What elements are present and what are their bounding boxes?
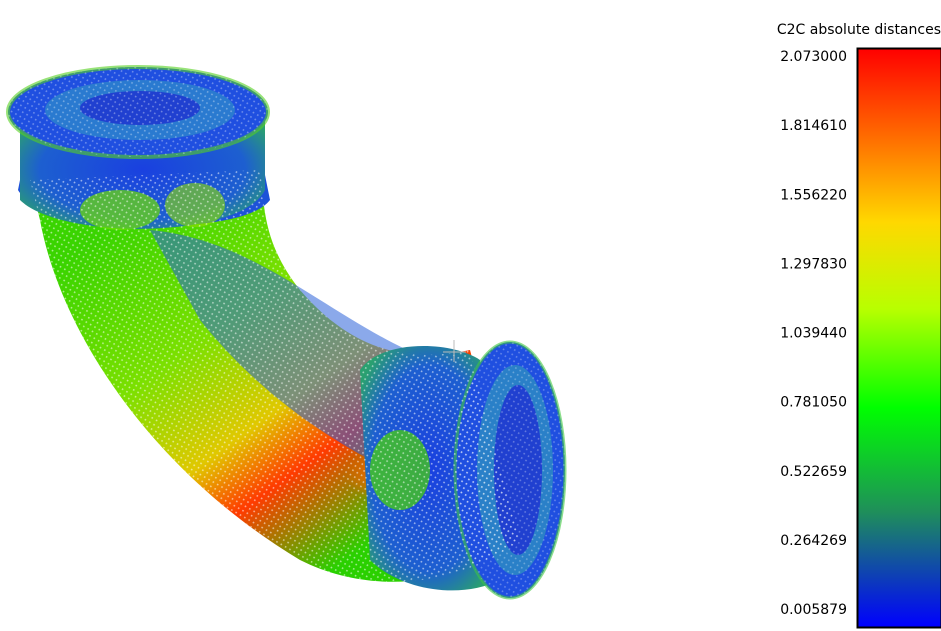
viewport: C2C absolute distances 2.073000 1.814610 1… <box>0 0 941 631</box>
point-cloud <box>8 67 565 598</box>
scale-label: 1.039440 <box>780 326 847 342</box>
scale-label: 1.297830 <box>780 256 847 272</box>
color-scale: C2C absolute distances 2.073000 1.814610 1… <box>777 22 941 628</box>
color-ramp <box>858 49 941 628</box>
scale-label: 0.781050 <box>780 395 847 411</box>
scale-label: 0.522659 <box>780 464 847 480</box>
page: {"colorbar": {"title": "C2C absolute dis… <box>0 0 941 631</box>
scale-label: 0.264269 <box>780 533 847 549</box>
scale-label: 0.005879 <box>780 602 847 618</box>
scale-label: 1.814610 <box>780 118 847 134</box>
scale-label: 1.556220 <box>780 187 847 203</box>
scale-title: C2C absolute distances <box>777 22 941 38</box>
scale-label: 2.073000 <box>780 49 847 65</box>
